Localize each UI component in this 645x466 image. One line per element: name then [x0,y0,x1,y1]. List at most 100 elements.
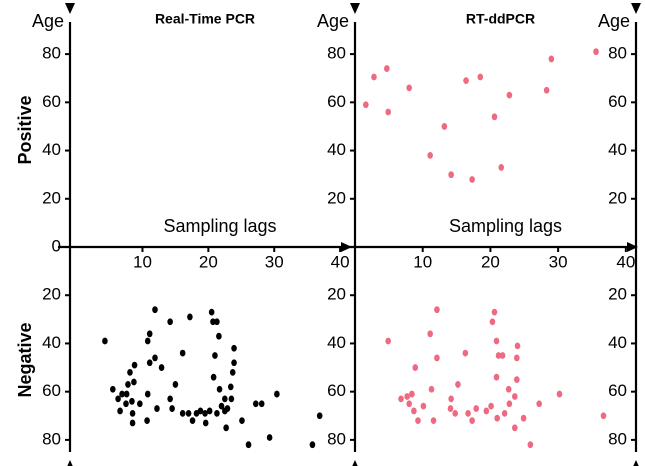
y-tick-label: 40 [327,333,346,352]
data-point [420,402,427,410]
data-point [489,318,496,326]
data-point [146,330,153,338]
axis-arrow [65,3,75,14]
data-point [129,397,135,405]
y-tick-label: 20 [42,285,61,304]
data-point [385,337,391,345]
data-point [527,441,534,449]
data-point [206,407,213,415]
data-point [447,405,454,412]
y-tick-label: 80 [327,429,346,448]
y-axis-label: Age [317,11,349,31]
data-point [239,417,245,424]
row-label: Negative [15,322,35,397]
y-tick-label: 60 [608,381,627,400]
data-point [593,48,599,56]
data-point [506,91,513,99]
data-point [179,349,186,357]
data-point [252,400,259,408]
data-point [455,381,461,388]
data-point [123,390,130,398]
data-point [600,412,607,420]
data-point [514,354,520,362]
y-tick-label: 60 [327,92,346,111]
data-point [197,407,204,415]
data-point [202,409,208,417]
data-point [483,407,490,415]
data-point [501,409,508,417]
data-point [167,395,173,403]
data-point [154,405,160,412]
data-point [448,171,454,179]
data-point [448,395,454,403]
data-point [216,385,223,393]
y-tick-label: 20 [608,285,627,304]
data-point [110,385,116,393]
data-point [146,359,153,367]
data-point [129,419,136,427]
y-axis-label: Age [598,11,630,31]
data-point [406,84,412,92]
x-tick-label: 10 [133,252,152,271]
data-point [212,352,218,359]
data-point [123,400,129,408]
data-point [202,419,209,427]
data-point [189,417,196,424]
y-tick-label: 20 [42,188,61,207]
chart-title: Real-Time PCR [155,11,255,27]
y-tick-label: 80 [42,44,61,63]
y-tick-label: 40 [42,333,61,352]
data-point [222,395,228,403]
data-point [185,409,192,417]
data-point [514,376,520,384]
data-point [494,414,500,422]
data-point [210,373,217,381]
data-point [231,359,237,367]
x-axis-label: Sampling lags [449,216,562,236]
data-point [210,318,216,326]
y-tick-label: 60 [327,381,346,400]
data-point [131,361,138,369]
x-tick-label: 20 [199,252,218,271]
data-point [434,354,440,362]
data-point [556,390,563,398]
data-point [491,308,498,316]
data-point [214,318,220,326]
data-point [398,395,404,403]
data-point [316,412,323,420]
data-point [505,385,512,393]
data-point [462,349,469,357]
data-point [473,405,480,412]
data-point [144,417,150,424]
y-tick-label: 80 [608,429,627,448]
x-tick-label: 30 [549,252,568,271]
data-point [223,424,229,432]
data-point [117,407,123,415]
data-point [498,164,505,171]
data-point [371,73,377,81]
data-point [491,113,498,121]
data-point [404,393,410,400]
data-point [144,337,151,345]
data-point [511,424,518,432]
axis-arrow [627,242,638,252]
data-point [115,395,121,403]
y-tick-label: 60 [42,92,61,111]
data-point [274,390,280,398]
data-point [167,318,173,326]
data-point [548,55,555,63]
data-point [469,176,475,183]
data-point [384,65,390,72]
data-point [463,77,469,85]
y-tick-label: 40 [42,140,61,159]
data-point [208,308,215,316]
data-point [488,402,494,410]
y-tick-label: 80 [42,429,61,448]
axis-arrow [633,460,639,466]
x-axis-label: Sampling lags [163,216,276,236]
data-point [520,414,527,422]
data-point [409,390,415,398]
y-tick-label: 40 [327,140,346,159]
